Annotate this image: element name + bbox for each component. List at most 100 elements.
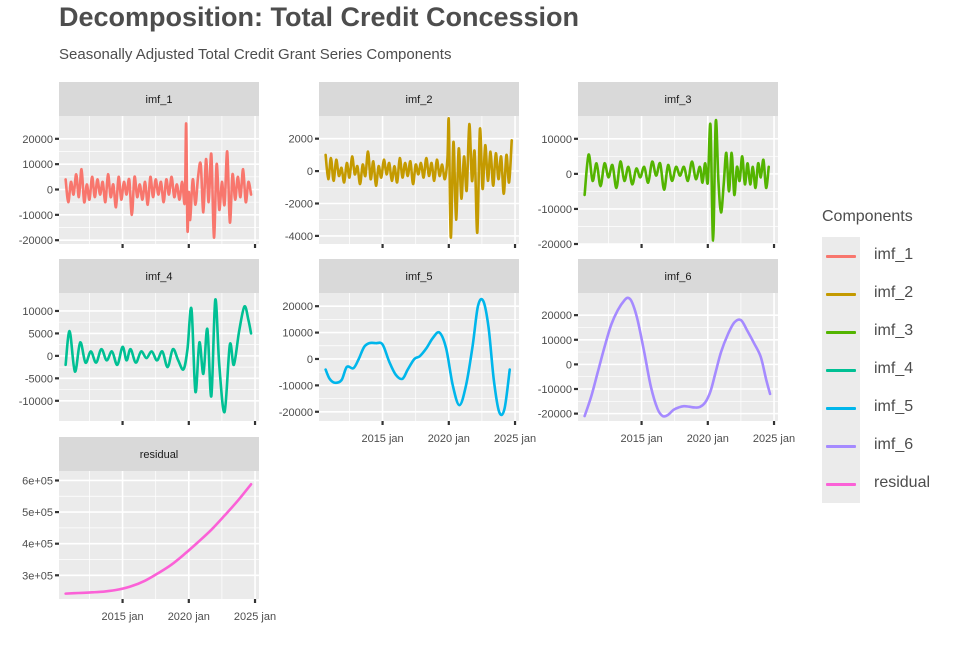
y-tick-label: -10000 [538,204,572,216]
y-tick-label: -4000 [285,231,313,243]
facet-strip [59,82,259,116]
legend-swatch [826,406,856,410]
x-tick-label: 2020 jan [428,433,470,445]
series-line-imf_4 [64,298,253,414]
facet-imf_3: imf_3 -20000 -10000 0 10000 [538,82,778,251]
x-tick-label: 2015 jan [620,433,662,445]
y-tick-label: -20000 [538,239,572,251]
y-tick-label: 10000 [541,134,572,146]
x-tick-label: 2025 jan [753,433,795,445]
facet-strip-label: imf_6 [665,271,692,283]
x-tick-label: 2025 jan [494,433,536,445]
series-line-imf_6 [583,296,772,418]
facet-imf_5: imf_5 -20000 -10000 0 10000 20000 2015 jan 2020… [279,259,536,445]
x-tick-label: 2015 jan [361,433,403,445]
facet-strip [59,437,259,471]
y-tick-label: 3e+05 [22,570,53,582]
facet-strip [319,82,519,116]
series-line-imf_2 [324,116,514,239]
y-tick-label: 5e+05 [22,507,53,519]
y-tick-label: 6e+05 [22,475,53,487]
facet-strip-label: imf_5 [406,271,433,283]
x-tick-label: 2015 jan [101,611,143,623]
facet-imf_4: imf_4 -10000 -5000 0 5000 10000 [19,259,259,425]
y-tick-label: 10000 [22,159,53,171]
legend-label: imf_4 [874,360,914,377]
legend-item-residual: residual [822,465,930,503]
facet-strip-label: imf_3 [665,94,692,106]
y-tick-label: 0 [566,169,572,181]
legend-swatch [826,444,856,448]
facet-imf_6: imf_6 -20000 -10000 0 10000 20000 2015 jan 2020… [538,259,795,445]
chart-subtitle: Seasonally Adjusted Total Credit Grant S… [59,46,452,63]
legend-swatch [826,368,856,372]
facet-strip [578,82,778,116]
x-tick-label: 2025 jan [234,611,276,623]
y-tick-label: 5000 [29,328,53,340]
facet-strip [578,259,778,293]
legend-swatch [826,254,856,258]
y-tick-label: -20000 [279,407,313,419]
y-tick-label: 10000 [22,306,53,318]
panel-background [319,116,519,244]
y-tick-label: -20000 [538,409,572,421]
y-tick-label: -2000 [285,198,313,210]
y-tick-label: -5000 [25,373,53,385]
legend-item-imf_1: imf_1 [822,237,913,275]
y-tick-label: 0 [307,354,313,366]
y-tick-label: -10000 [279,380,313,392]
facet-residual: residual 3e+05 4e+05 5e+05 6e+05 2015 jan 2020… [22,437,276,623]
facet-strip-label: residual [140,449,179,461]
facet-imf_2: imf_2 -4000 -2000 0 2000 [285,82,519,248]
series-line-imf_1 [64,122,253,239]
y-tick-label: 0 [566,359,572,371]
x-tick-label: 2020 jan [687,433,729,445]
chart-title: Decomposition: Total Credit Concession [59,2,580,32]
y-tick-label: -20000 [19,235,53,247]
legend: Components imf_1 imf_2 imf_3 imf_4 imf_5 imf_… [822,208,930,503]
y-tick-label: 0 [307,166,313,178]
legend-item-imf_5: imf_5 [822,389,913,427]
legend-label: residual [874,474,931,491]
legend-item-imf_3: imf_3 [822,313,913,351]
facet-strip-label: imf_4 [146,271,173,283]
y-tick-label: 0 [47,351,53,363]
y-tick-label: 2000 [289,134,313,146]
facet-strip-label: imf_1 [146,94,173,106]
y-tick-label: 20000 [282,301,313,313]
legend-swatch [826,292,856,296]
panel-background [59,471,259,599]
facet-strip [319,259,519,293]
facet-imf_1: imf_1 -20000 -10000 0 10000 20000 [19,82,259,248]
y-tick-label: -10000 [19,396,53,408]
y-tick-label: -10000 [19,210,53,222]
x-tick-label: 2020 jan [168,611,210,623]
legend-label: imf_6 [874,436,914,453]
y-tick-label: 0 [47,185,53,197]
facet-strip-label: imf_2 [406,94,433,106]
panel-background [578,116,778,244]
legend-label: imf_5 [874,398,914,415]
legend-item-imf_4: imf_4 [822,351,913,389]
legend-title: Components [822,208,913,225]
legend-label: imf_3 [874,322,914,339]
legend-item-imf_2: imf_2 [822,275,913,313]
panel-background [578,293,778,421]
legend-label: imf_2 [874,284,914,301]
y-tick-label: 20000 [541,310,572,322]
series-line-imf_5 [324,297,512,417]
facet-strip [59,259,259,293]
y-tick-label: -10000 [538,384,572,396]
y-tick-label: 4e+05 [22,539,53,551]
y-tick-label: 10000 [541,335,572,347]
legend-label: imf_1 [874,246,914,263]
series-line-imf_3 [583,118,771,242]
legend-swatch [826,482,856,486]
legend-swatch [826,330,856,334]
legend-keys: imf_1 imf_2 imf_3 imf_4 imf_5 imf_6 residual [822,237,930,503]
series-line-residual [64,482,253,595]
y-tick-label: 10000 [282,328,313,340]
legend-item-imf_6: imf_6 [822,427,913,465]
y-tick-label: 20000 [22,134,53,146]
